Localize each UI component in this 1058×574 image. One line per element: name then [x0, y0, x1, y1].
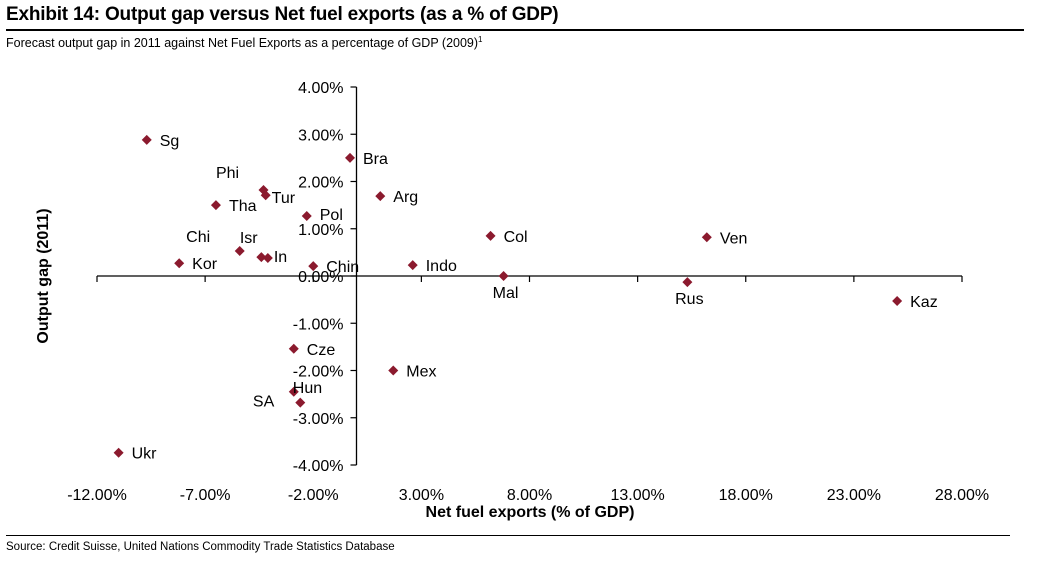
y-tick-label: 2.00%	[298, 175, 343, 192]
data-point-label: SA	[253, 394, 275, 411]
data-point-label: Hun	[293, 380, 322, 397]
source-note: Source: Credit Suisse, United Nations Co…	[6, 541, 395, 553]
data-point-marker	[174, 258, 185, 269]
point-labels: Sg Bra Phi Tur Tha Arg Pol Col Ven Isr Chi Kor In Chi…	[132, 133, 938, 463]
data-point-label: Indo	[426, 258, 457, 275]
data-point-marker	[288, 386, 299, 397]
data-point-label: Mal	[493, 285, 519, 302]
data-point-marker	[301, 210, 312, 221]
y-tick-label: 0.00%	[298, 269, 343, 286]
x-tick-label: 3.00%	[399, 487, 444, 504]
data-point-marker	[682, 277, 693, 288]
data-point-marker	[701, 232, 712, 243]
data-point-marker	[388, 365, 399, 376]
data-point-label: Isr	[240, 230, 258, 247]
y-tick-label: -1.00%	[293, 316, 344, 333]
data-point-label: Phi	[216, 165, 239, 182]
data-point-label: In	[274, 249, 287, 266]
data-point-label: Cze	[307, 342, 336, 359]
data-point-marker	[234, 245, 245, 256]
y-tick-label: 3.00%	[298, 127, 343, 144]
chart-subtitle: Forecast output gap in 2011 against Net …	[6, 35, 483, 50]
data-point-label: Pol	[320, 207, 343, 224]
data-point-marker	[892, 296, 903, 307]
data-point-label: Ven	[720, 230, 748, 247]
x-tick-label: -7.00%	[180, 487, 231, 504]
data-point-marker	[113, 447, 124, 458]
subtitle-text: Forecast output gap in 2011 against Net …	[6, 36, 479, 51]
data-point-marker	[498, 271, 509, 281]
x-tick-label: 13.00%	[610, 487, 664, 504]
data-point-marker	[141, 134, 152, 145]
data-point-marker	[308, 261, 319, 272]
data-point-label: Bra	[363, 151, 388, 168]
title-divider	[6, 29, 1024, 31]
data-point-label: Arg	[393, 189, 418, 206]
x-axis-title: Net fuel exports (% of GDP)	[426, 504, 635, 521]
data-point-label: Tha	[229, 198, 257, 215]
axes: -12.00% -7.00% -2.00% 3.00% 8.00% 13.00% 18.00…	[67, 80, 989, 504]
data-point-marker	[256, 252, 267, 263]
data-point-label: Chi	[186, 229, 210, 246]
data-point-marker	[288, 343, 299, 354]
data-point-marker	[295, 397, 306, 408]
data-point-label: Ukr	[132, 446, 158, 463]
data-point-label: Kor	[192, 256, 218, 273]
footer-divider	[6, 535, 1010, 536]
data-point-marker	[260, 190, 271, 201]
y-tick-label: -4.00%	[293, 458, 344, 475]
data-point-label: Tur	[272, 190, 296, 207]
data-point-marker	[262, 253, 273, 264]
data-point-marker	[345, 152, 356, 163]
x-tick-label: 28.00%	[935, 487, 989, 504]
data-point-marker	[375, 191, 386, 202]
x-tick-label: 8.00%	[507, 487, 552, 504]
y-tick-label: -2.00%	[293, 364, 344, 381]
data-point-label: Col	[504, 229, 528, 246]
data-point-marker	[485, 230, 496, 241]
x-tick-label: 23.00%	[827, 487, 881, 504]
x-tick-label: -12.00%	[67, 487, 127, 504]
data-point-label: Kaz	[910, 294, 938, 311]
x-tick-label: -2.00%	[288, 487, 339, 504]
data-point-label: Chin	[326, 259, 359, 276]
chart-title: Exhibit 14: Output gap versus Net fuel e…	[6, 4, 559, 25]
data-point-marker	[407, 260, 418, 271]
data-point-label: Mex	[406, 364, 436, 381]
y-tick-label: 1.00%	[298, 222, 343, 239]
data-points	[113, 134, 903, 458]
y-tick-label: -3.00%	[293, 411, 344, 428]
footnote-marker: 1	[478, 35, 483, 44]
data-point-label: Sg	[160, 133, 180, 150]
data-point-marker	[210, 200, 221, 211]
x-tick-label: 18.00%	[719, 487, 773, 504]
y-tick-label: 4.00%	[298, 80, 343, 97]
data-point-label: Rus	[675, 291, 703, 308]
y-axis-title: Output gap (2011)	[35, 208, 52, 343]
